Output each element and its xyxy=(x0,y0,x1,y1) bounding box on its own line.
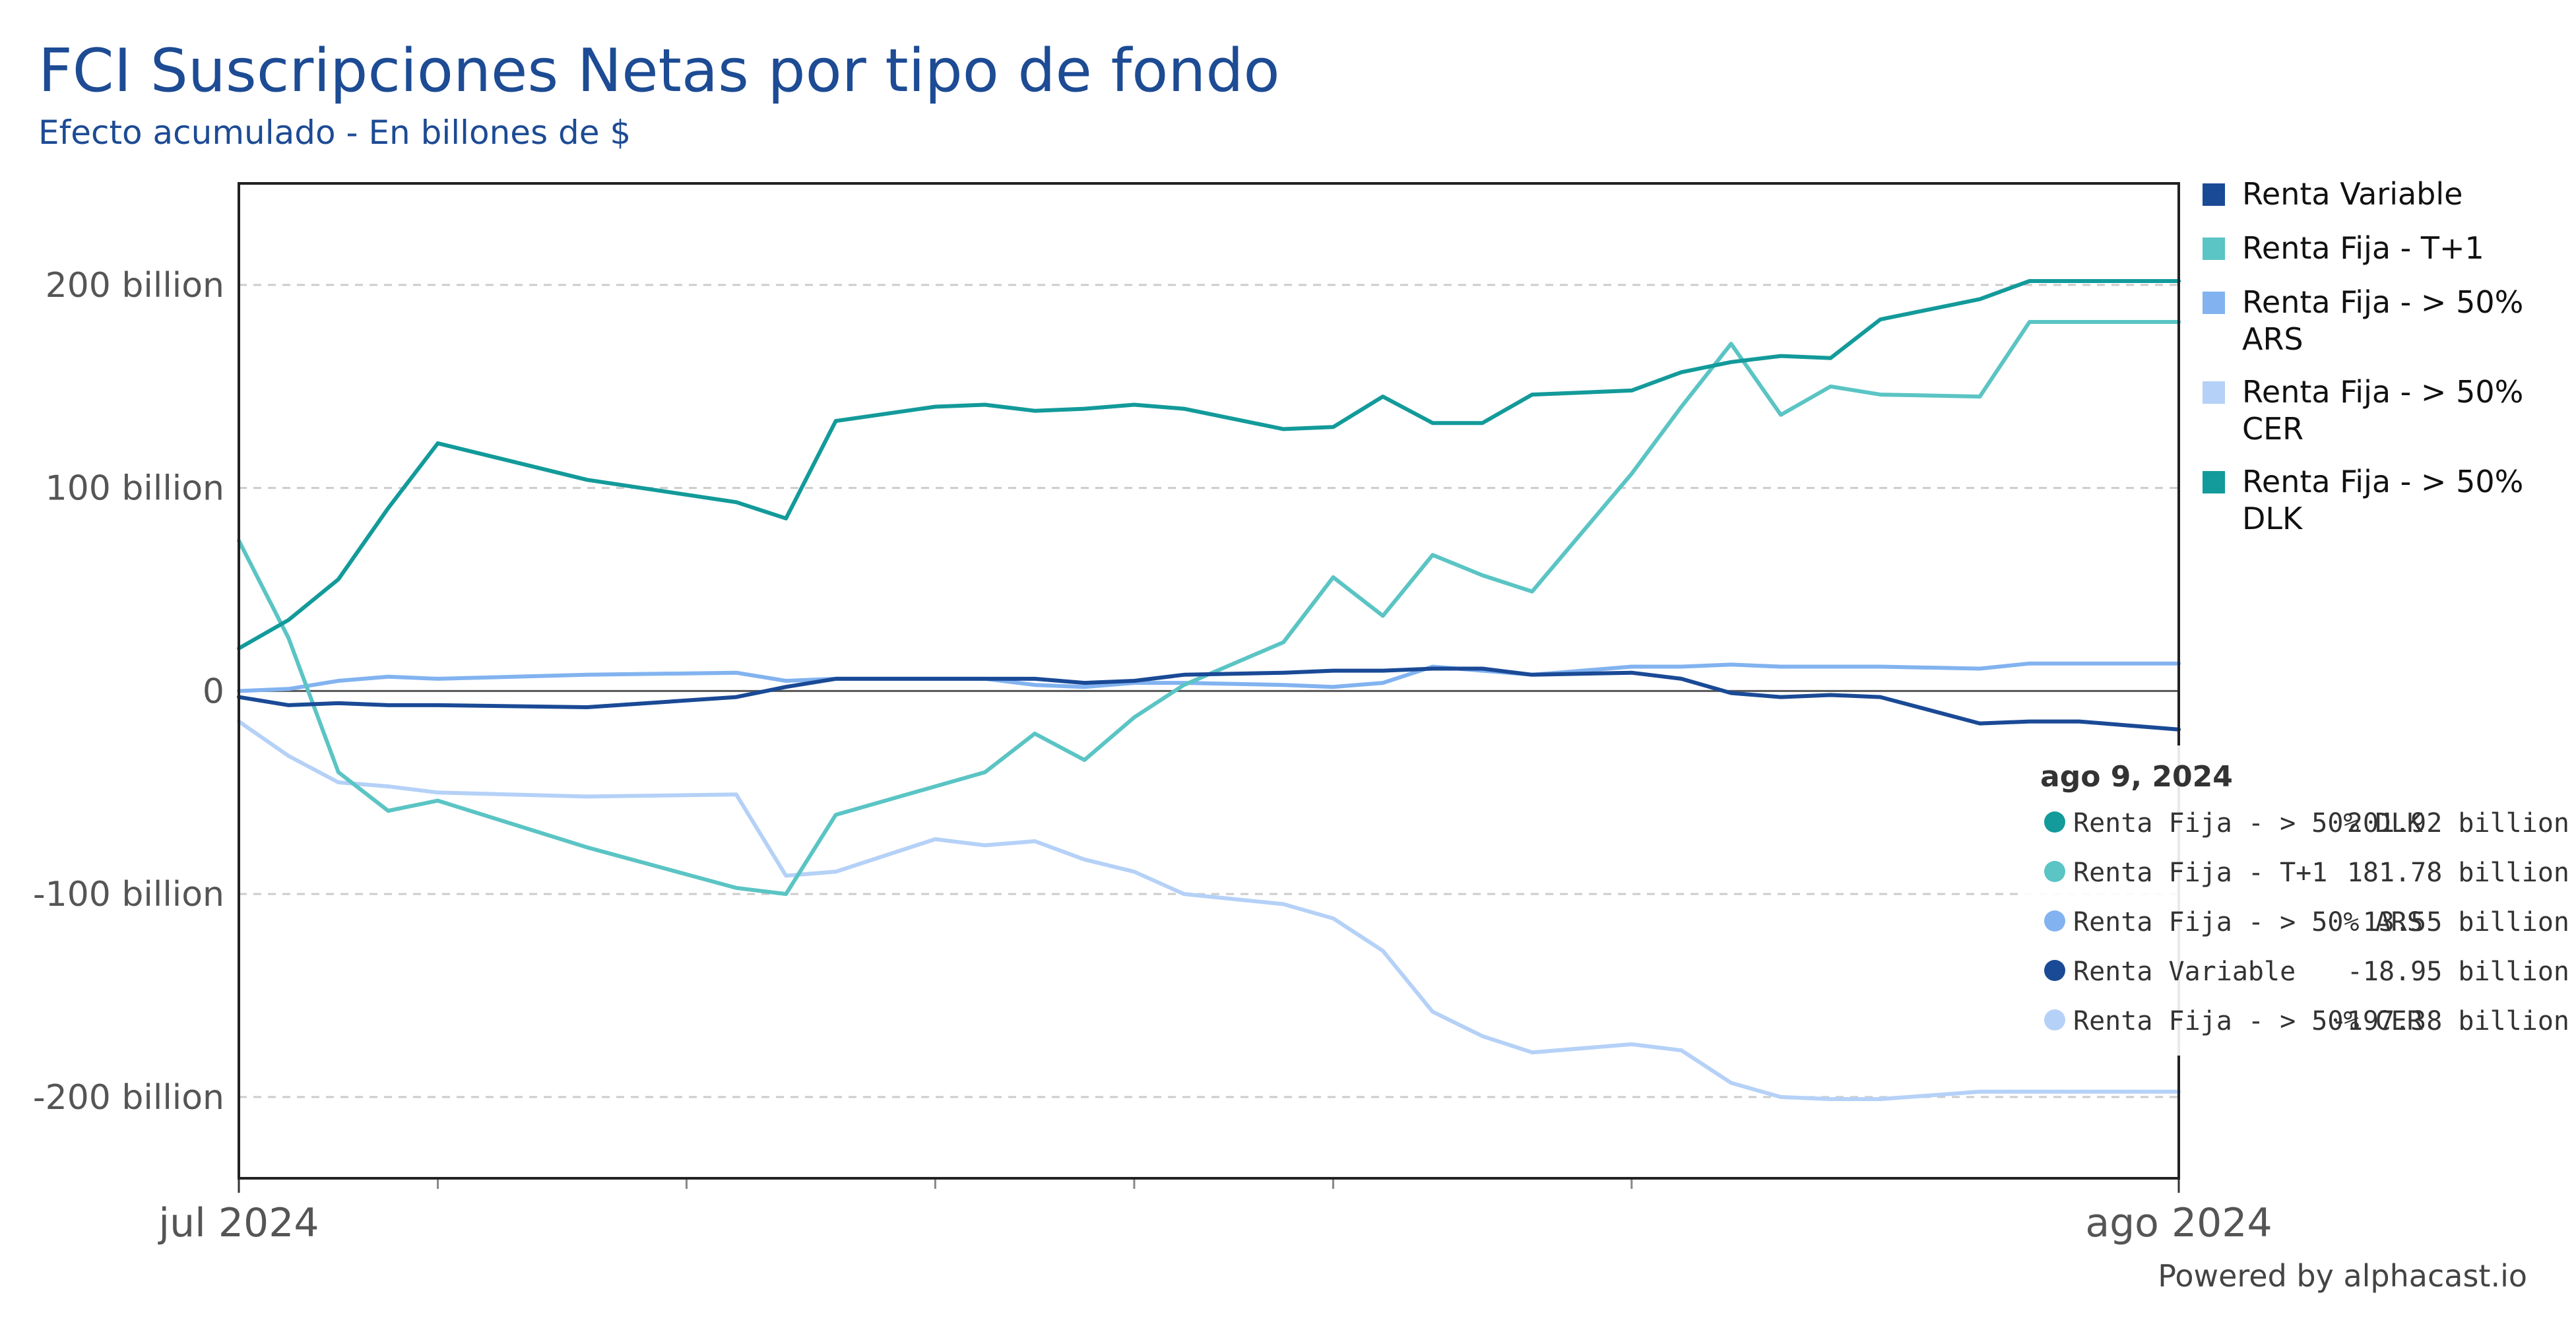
tooltip-row-label: Renta Fija - T+1 xyxy=(2073,858,2327,888)
legend-swatch xyxy=(2203,292,2225,314)
legend-swatch xyxy=(2203,183,2225,206)
y-tick-label: 100 billion xyxy=(46,469,224,509)
y-tick-label: 200 billion xyxy=(46,266,224,305)
x-tick-label: jul 2024 xyxy=(157,1200,319,1246)
legend-label: Renta Fija - > 50% xyxy=(2242,374,2523,410)
legend-swatch xyxy=(2203,381,2225,404)
series-line-2 xyxy=(237,320,2181,897)
tooltip-row-value: 201.92 billion xyxy=(2347,808,2569,839)
tooltip-row-value: -197.38 billion xyxy=(2331,1006,2569,1036)
plot-frame xyxy=(238,182,2180,1180)
legend: Renta Variable Renta Fija - T+1 Renta Fija… xyxy=(2203,176,2523,536)
y-tick-label: -100 billion xyxy=(33,875,224,914)
legend-label: Renta Fija - > 50% xyxy=(2242,464,2523,499)
legend-label: Renta Variable xyxy=(2242,176,2463,212)
x-axis: jul 2024 ago 2024 xyxy=(157,1178,2272,1246)
legend-swatch xyxy=(2203,471,2225,493)
gridlines xyxy=(239,284,2179,1098)
series-line-1 xyxy=(237,666,2181,732)
tooltip-marker xyxy=(2044,811,2065,833)
tooltip-row-label: Renta Fija - > 50% CER xyxy=(2073,1006,2424,1036)
chart-subtitle: Efecto acumulado - En billones de $ xyxy=(38,113,631,152)
tooltip-row-value: 181.78 billion xyxy=(2347,858,2569,888)
legend-label: Renta Fija - > 50% xyxy=(2242,284,2523,320)
legend-swatch xyxy=(2203,238,2225,260)
y-tick-label: 0 xyxy=(203,672,224,711)
tooltip-marker xyxy=(2044,960,2065,981)
tooltip-row-label: Renta Variable xyxy=(2073,957,2296,987)
legend-label-line2: CER xyxy=(2242,411,2303,447)
series-line-3 xyxy=(237,661,2181,693)
series-line-5 xyxy=(237,279,2181,650)
legend-label: Renta Fija - T+1 xyxy=(2242,230,2484,266)
y-axis-ticks: 200 billion 100 billion 0 -100 billion -200 … xyxy=(33,266,224,1118)
tooltip-row-value: 13.55 billion xyxy=(2363,907,2569,937)
tooltip: ago 9, 2024 Renta Fija - > 50% DLK201.92 … xyxy=(2024,745,2576,1056)
tooltip-marker xyxy=(2044,910,2065,932)
tooltip-row-label: Renta Fija - > 50% DLK xyxy=(2073,808,2423,839)
tooltip-row-value: -18.95 billion xyxy=(2347,957,2569,987)
legend-label-line2: DLK xyxy=(2242,501,2303,536)
legend-label-line2: ARS xyxy=(2242,321,2303,357)
series-line-4 xyxy=(237,719,2181,1101)
tooltip-box xyxy=(2024,745,2576,1056)
series-lines xyxy=(237,279,2181,1101)
chart-title: FCI Suscripciones Netas por tipo de fond… xyxy=(38,36,1280,106)
tooltip-marker xyxy=(2044,1009,2065,1030)
y-tick-label: -200 billion xyxy=(33,1078,224,1118)
credit-text: Powered by alphacast.io xyxy=(2158,1258,2527,1294)
tooltip-marker xyxy=(2044,861,2065,882)
tooltip-title: ago 9, 2024 xyxy=(2040,760,2233,794)
x-tick-label: ago 2024 xyxy=(2085,1200,2272,1246)
tooltip-row-label: Renta Fija - > 50% ARS xyxy=(2073,907,2423,937)
